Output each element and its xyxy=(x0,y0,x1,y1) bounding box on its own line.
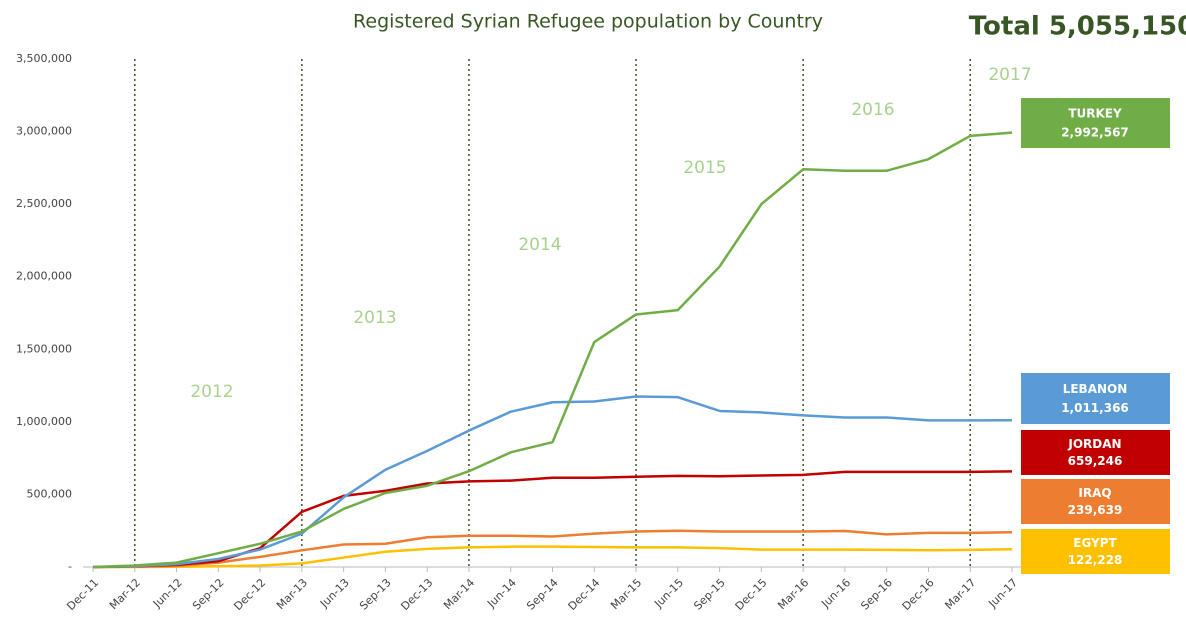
y-tick-label: 500,000 xyxy=(27,487,73,500)
end-value-label: 1,011,366 xyxy=(1061,401,1129,415)
x-tick-label: Sep-15 xyxy=(691,576,728,613)
legend-name: JORDAN xyxy=(1067,437,1121,451)
x-tick-label: Mar-16 xyxy=(775,576,811,612)
y-tick-label: 1,500,000 xyxy=(16,342,72,355)
x-tick-label: Sep-12 xyxy=(190,576,227,613)
x-tick-label: Dec-12 xyxy=(231,576,268,613)
y-tick-label: 3,500,000 xyxy=(16,52,72,65)
series-line xyxy=(92,529,1013,569)
series-line xyxy=(93,545,1013,569)
y-tick-label: 3,000,000 xyxy=(16,125,72,138)
legend-box xyxy=(1021,479,1170,524)
y-tick-label: 2,500,000 xyxy=(16,197,72,210)
end-value-label: 239,639 xyxy=(1068,503,1123,517)
x-tick-label: Sep-13 xyxy=(357,576,394,613)
chart-title: Registered Syrian Refugee population by … xyxy=(353,11,823,33)
legend-box xyxy=(1021,98,1170,148)
legend-box xyxy=(1021,373,1170,424)
end-value-label: 2,992,567 xyxy=(1061,126,1129,140)
year-annotation: 2016 xyxy=(851,100,894,120)
year-annotation: 2012 xyxy=(190,382,233,402)
x-tick-label: Dec-15 xyxy=(733,576,770,613)
year-annotation: 2014 xyxy=(518,235,561,255)
x-tick-label: Jun-12 xyxy=(150,576,185,611)
x-tick-label: Mar-12 xyxy=(107,576,143,612)
y-tick-label: 1,000,000 xyxy=(16,415,72,428)
y-tick-label: - xyxy=(68,560,72,573)
x-tick-label: Mar-15 xyxy=(608,576,644,612)
x-tick-label: Mar-14 xyxy=(441,576,477,612)
x-tick-label: Dec-13 xyxy=(398,576,435,613)
x-tick-label: Jun-16 xyxy=(818,576,853,611)
x-tick-label: Jun-13 xyxy=(317,576,352,611)
x-tick-label: Sep-14 xyxy=(524,576,561,613)
series-line xyxy=(92,470,1013,569)
legend-box xyxy=(1021,529,1170,574)
x-tick-label: Mar-17 xyxy=(942,576,978,612)
legend-name: IRAQ xyxy=(1078,486,1111,500)
x-tick-label: Sep-16 xyxy=(858,576,895,613)
x-tick-label: Dec-11 xyxy=(64,576,101,613)
series-line xyxy=(92,395,1013,569)
end-value-label: 659,246 xyxy=(1068,454,1123,468)
legend-name: TURKEY xyxy=(1068,107,1122,121)
x-tick-label: Jun-14 xyxy=(484,576,519,611)
year-annotation: 2015 xyxy=(683,158,726,178)
y-tick-label: 2,000,000 xyxy=(16,270,72,283)
year-annotation: 2017 xyxy=(988,65,1031,85)
x-tick-label: Jun-17 xyxy=(985,576,1020,611)
legend-name: EGYPT xyxy=(1073,536,1117,550)
series-line xyxy=(92,131,1013,569)
legend-box xyxy=(1021,430,1170,475)
x-tick-label: Mar-13 xyxy=(274,576,310,612)
legend-name: LEBANON xyxy=(1063,382,1128,396)
x-tick-label: Dec-14 xyxy=(566,576,603,613)
total-label: Total 5,055,150 xyxy=(969,12,1186,42)
year-annotation: 2013 xyxy=(353,308,396,328)
x-tick-label: Dec-16 xyxy=(900,576,937,613)
end-value-label: 122,228 xyxy=(1068,553,1123,567)
x-tick-label: Jun-15 xyxy=(651,576,686,611)
